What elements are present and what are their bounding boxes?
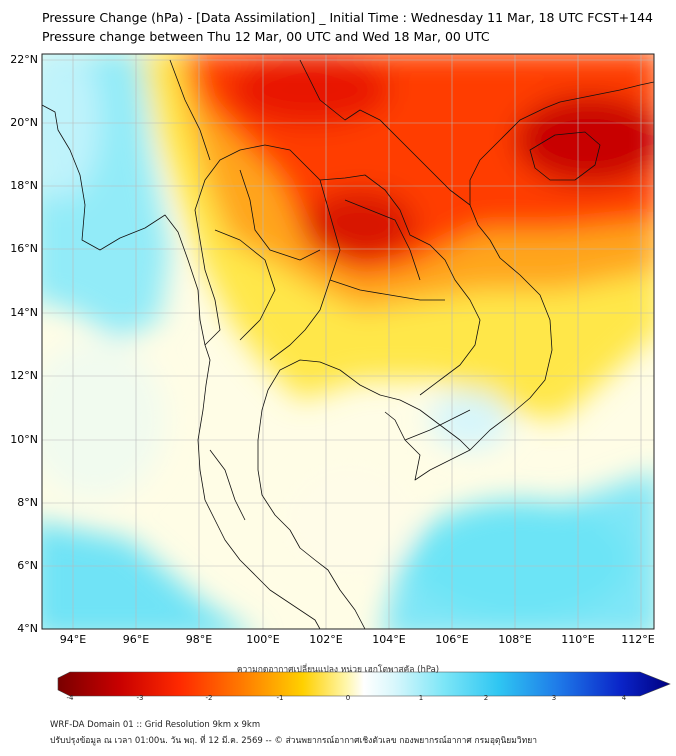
colorbar-tick: 2 xyxy=(483,694,489,702)
lon-label: 100°E xyxy=(246,633,280,646)
country-border-4 xyxy=(269,179,341,361)
lat-label: 22°N xyxy=(10,53,38,66)
colorbar-tick: -4 xyxy=(66,694,74,702)
lat-label: 12°N xyxy=(10,369,38,382)
lon-label: 98°E xyxy=(185,633,213,646)
lon-label: 108°E xyxy=(498,633,532,646)
lat-label: 8°N xyxy=(17,496,38,509)
colorbar-tick: 1 xyxy=(418,694,424,702)
colorbar-title: ความกดอากาศเปลี่ยนแปลง หน่วย เฮกโตพาสคัล… xyxy=(236,665,440,675)
lat-label: 18°N xyxy=(10,179,38,192)
lat-label: 10°N xyxy=(10,433,38,446)
hainan-coast xyxy=(529,131,601,181)
lat-label: 16°N xyxy=(10,242,38,255)
colorbar-tick: 3 xyxy=(551,694,557,702)
colorbar-tick: 0 xyxy=(345,694,351,702)
lon-label: 112°E xyxy=(621,633,655,646)
gulf-coastline xyxy=(257,389,366,629)
internal-border-4 xyxy=(329,279,445,301)
map-title-line2: Pressure change between Thu 12 Mar, 00 U… xyxy=(42,29,490,44)
lat-label: 20°N xyxy=(10,116,38,129)
lon-label: 104°E xyxy=(372,633,406,646)
coastlines-and-borders xyxy=(42,59,654,629)
lat-lon-grid xyxy=(42,54,654,629)
map-title-line1: Pressure Change (hPa) - [Data Assimilati… xyxy=(42,10,654,25)
country-border-2 xyxy=(169,59,211,161)
internal-border-1 xyxy=(239,169,321,261)
lon-label: 102°E xyxy=(309,633,343,646)
lon-label: 94°E xyxy=(59,633,87,646)
country-border-1 xyxy=(194,144,481,396)
internal-border-5 xyxy=(209,449,246,521)
lon-label: 106°E xyxy=(435,633,469,646)
internal-border-2 xyxy=(214,229,276,341)
internal-border-3 xyxy=(344,199,421,281)
colorbar-tick: -3 xyxy=(136,694,144,702)
pressure-field xyxy=(42,54,654,629)
colorbar-tick: -1 xyxy=(276,694,284,702)
lon-label: 96°E xyxy=(122,633,150,646)
colorbar-tick: -2 xyxy=(205,694,213,702)
footer-model-info: WRF-DA Domain 01 :: Grid Resolution 9km … xyxy=(50,720,261,730)
lat-label: 14°N xyxy=(10,306,38,319)
country-border-3 xyxy=(299,59,471,206)
vietnam-coastline xyxy=(469,81,654,451)
lat-label: 4°N xyxy=(17,622,38,635)
map-frame xyxy=(41,53,655,630)
lat-label: 6°N xyxy=(17,559,38,572)
lon-label: 110°E xyxy=(561,633,595,646)
colorbar-tick: 4 xyxy=(621,694,627,702)
footer-update-credit: ปรับปรุงข้อมูล ณ เวลา 01:00น. วัน พฤ. ที… xyxy=(50,736,537,746)
colorbar xyxy=(57,671,671,697)
internal-border-6 xyxy=(404,409,471,441)
